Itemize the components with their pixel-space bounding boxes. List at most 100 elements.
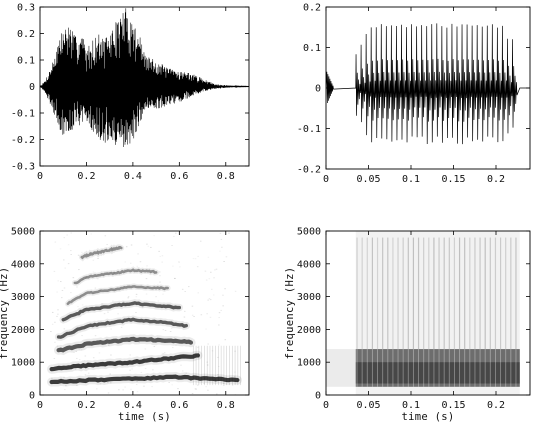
spectral-speckle	[53, 270, 56, 272]
spectral-speckle	[92, 357, 95, 359]
spectral-speckle	[64, 267, 66, 269]
spectral-speckle	[81, 251, 83, 253]
spectral-speckle	[130, 244, 133, 246]
formant-track	[49, 374, 240, 385]
spectral-speckle	[215, 268, 218, 270]
formant-track	[61, 301, 182, 322]
spectral-speckle	[211, 350, 214, 352]
spectral-speckle	[172, 347, 174, 349]
spectral-speckle	[136, 265, 139, 267]
spectral-speckle	[147, 245, 150, 247]
x-tick-label: 0	[37, 171, 43, 182]
spectral-speckle	[76, 384, 78, 386]
spectral-speckle	[221, 246, 223, 248]
spectral-speckle	[206, 313, 208, 315]
spectral-speckle	[110, 328, 112, 330]
spectral-speckle	[117, 274, 120, 276]
spectral-speckle	[127, 296, 130, 298]
spectral-speckle	[218, 324, 220, 326]
spectral-speckle	[99, 290, 101, 292]
spectral-speckle	[159, 281, 161, 283]
waveform-trace	[326, 23, 530, 145]
spectral-speckle	[175, 344, 177, 346]
spectral-speckle	[150, 374, 152, 376]
y-tick-label: 0.3	[17, 3, 35, 14]
axes-frame	[325, 6, 531, 170]
spectral-speckle	[219, 250, 221, 252]
spectral-speckle	[223, 385, 225, 387]
spectral-speckle	[70, 292, 72, 294]
spectral-speckle	[152, 369, 154, 371]
formant-track	[56, 336, 194, 353]
spectral-speckle	[135, 384, 138, 386]
spectral-speckle	[210, 271, 212, 273]
x-tick-label: 0.8	[217, 400, 235, 411]
spectral-speckle	[141, 306, 144, 308]
spectral-speckle	[54, 241, 57, 243]
spectral-speckle	[81, 335, 83, 337]
spectral-speckle	[197, 255, 199, 257]
spectral-speckle	[87, 372, 90, 374]
spectral-speckle	[80, 349, 83, 351]
spectral-speckle	[124, 261, 127, 263]
spectral-speckle	[234, 350, 236, 352]
spectral-speckle	[75, 350, 78, 352]
spectral-speckle	[193, 315, 195, 317]
spectral-speckle	[136, 381, 138, 383]
spectral-speckle	[120, 326, 123, 328]
spectral-speckle	[162, 352, 165, 354]
spectral-speckle	[180, 364, 182, 366]
spectral-speckle	[151, 386, 153, 388]
spectral-speckle	[231, 384, 234, 386]
y-tick-label: 2000	[297, 325, 321, 336]
y-tick-label: -0.3	[11, 162, 35, 173]
y-tick-label: 0	[29, 82, 35, 93]
spectral-speckle	[101, 303, 103, 305]
spectral-speckle	[198, 356, 200, 358]
spectral-speckle	[218, 312, 221, 314]
x-tick-label: 0	[323, 400, 329, 411]
spectral-speckle	[168, 382, 170, 384]
dark-band	[355, 349, 520, 387]
spectral-speckle	[109, 373, 111, 375]
spectral-speckle	[110, 354, 112, 356]
spectral-speckle	[59, 383, 62, 385]
x-tick-label: 0.2	[487, 400, 505, 411]
spectral-speckle	[84, 355, 87, 357]
spectral-speckle	[174, 277, 176, 279]
spectral-speckle	[162, 293, 164, 295]
spectral-speckle	[207, 343, 209, 345]
spectral-speckle	[92, 259, 95, 261]
spectral-speckle	[184, 291, 186, 293]
y-tick-label: 4000	[11, 259, 35, 270]
spectral-speckle	[194, 388, 197, 390]
spectral-speckle	[205, 328, 207, 330]
x-tick-label: 0.05	[356, 400, 380, 411]
spectral-speckle	[206, 361, 208, 363]
spectral-speckle	[144, 348, 147, 350]
spectral-speckle	[200, 314, 203, 316]
x-tick-label: 0.6	[170, 171, 188, 182]
y-tick-label: 0	[315, 84, 321, 95]
spectral-speckle	[135, 312, 137, 314]
y-tick-label: 1000	[11, 358, 35, 369]
spectral-speckle	[184, 310, 186, 312]
spectral-speckle	[191, 305, 194, 307]
spectral-speckle	[60, 377, 63, 379]
spectral-speckle	[67, 263, 70, 265]
spectral-speckle	[77, 254, 80, 256]
waveform-speech	[40, 8, 249, 148]
spectral-speckle	[61, 289, 64, 291]
spectral-speckle	[216, 374, 219, 376]
spectral-speckle	[124, 386, 126, 388]
spectral-speckle	[169, 331, 172, 333]
spectral-speckle	[63, 376, 65, 378]
spectral-speckle	[84, 359, 86, 361]
spectral-speckle	[96, 388, 98, 390]
spectral-speckle	[74, 368, 77, 370]
spectral-speckle	[90, 233, 92, 235]
spectral-speckle	[137, 253, 139, 255]
spectral-speckle	[158, 271, 161, 273]
formant-halo	[54, 315, 191, 342]
x-tick-label: 0.05	[356, 174, 380, 185]
